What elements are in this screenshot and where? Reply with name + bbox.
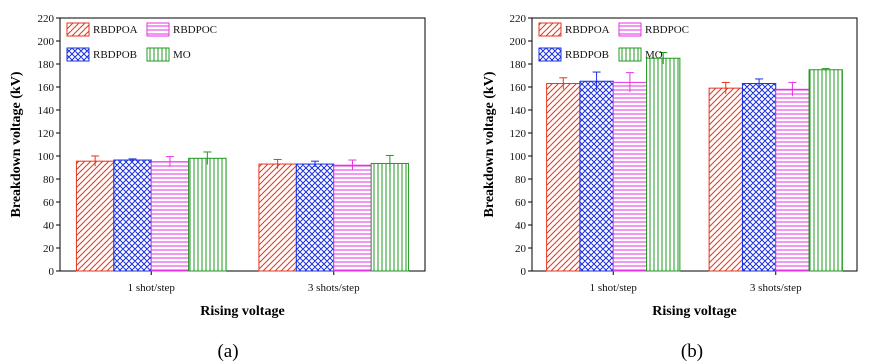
- bar: [808, 69, 843, 272]
- legend-label: RBDPOA: [93, 24, 138, 36]
- y-tick-label: 40: [515, 220, 527, 232]
- y-tick-label: 180: [510, 59, 527, 71]
- plot-frame: [531, 17, 858, 272]
- legend-swatch: [538, 22, 562, 37]
- legend-label: RBDPOC: [645, 24, 689, 36]
- y-tick-label: 40: [43, 220, 55, 232]
- y-tick-label: 100: [510, 151, 527, 163]
- y-tick-label: 120: [510, 128, 527, 140]
- bar: [188, 157, 227, 272]
- y-tick-label: 0: [521, 266, 527, 278]
- legend-label: RBDPOA: [565, 24, 610, 36]
- legend-label: RBDPOC: [173, 24, 217, 36]
- y-tick-label: 0: [49, 266, 55, 278]
- x-tick-label: 3 shots/step: [308, 282, 360, 294]
- bar: [646, 57, 681, 272]
- bar: [370, 162, 410, 272]
- caption-b: (b): [681, 341, 703, 362]
- legend-swatch: [66, 22, 90, 37]
- y-tick-label: 160: [38, 82, 55, 94]
- y-tick-label: 220: [510, 13, 527, 25]
- bar: [775, 88, 810, 272]
- bar: [612, 81, 648, 272]
- chart-b: 0 20 40 60 80 100 120 140 160 180 200 220 1 shot/ste…: [482, 13, 858, 319]
- x-tick-label: 1 shot/step: [128, 282, 176, 294]
- legend-label: RBDPOB: [565, 49, 609, 61]
- bar: [75, 160, 115, 272]
- y-tick-label: 80: [515, 174, 527, 186]
- y-tick-label: 60: [515, 197, 527, 209]
- y-tick-label: 140: [38, 105, 55, 117]
- y-tick-label: 20: [43, 243, 55, 255]
- y-tick-label: 140: [510, 105, 527, 117]
- y-tick-label: 20: [515, 243, 527, 255]
- caption-a: (a): [217, 341, 238, 362]
- x-tick-label: 3 shots/step: [750, 282, 802, 294]
- y-axis-label: Breakdown voltage (kV): [9, 71, 24, 217]
- y-tick-label: 120: [38, 128, 55, 140]
- y-axis-label: Breakdown voltage (kV): [482, 71, 497, 217]
- y-tick-label: 80: [43, 174, 55, 186]
- plot-frame: [59, 17, 426, 272]
- y-tick-label: 60: [43, 197, 55, 209]
- y-tick-label: 180: [38, 59, 55, 71]
- y-tick-label: 220: [38, 13, 55, 25]
- legend-label: RBDPOB: [93, 49, 137, 61]
- y-tick-label: 100: [38, 151, 55, 163]
- x-tick-label: 1 shot/step: [590, 282, 638, 294]
- legend-label: MO: [173, 49, 191, 61]
- legend-swatch: [66, 47, 90, 62]
- y-tick-label: 200: [510, 36, 527, 48]
- bar: [113, 159, 152, 272]
- legend-swatch: [618, 22, 642, 37]
- y-tick-label: 200: [38, 36, 55, 48]
- bar: [150, 161, 190, 272]
- bar: [295, 163, 335, 272]
- legend-swatch: [146, 22, 170, 37]
- bar: [579, 80, 614, 272]
- legend-swatch: [618, 47, 642, 62]
- bar: [258, 163, 297, 272]
- legend-label: MO: [645, 49, 663, 61]
- y-tick-label: 160: [510, 82, 527, 94]
- legend-swatch: [538, 47, 562, 62]
- legend-swatch: [146, 47, 170, 62]
- x-axis-label: Rising voltage: [200, 304, 284, 319]
- bar: [546, 83, 581, 272]
- x-axis-label: Rising voltage: [652, 304, 736, 319]
- chart-a: 0 20 40 60 80 100 120 140 160 180 200 220 1 shot/ste…: [9, 13, 426, 319]
- bar: [708, 87, 743, 272]
- bar: [333, 164, 372, 272]
- bar: [741, 83, 777, 272]
